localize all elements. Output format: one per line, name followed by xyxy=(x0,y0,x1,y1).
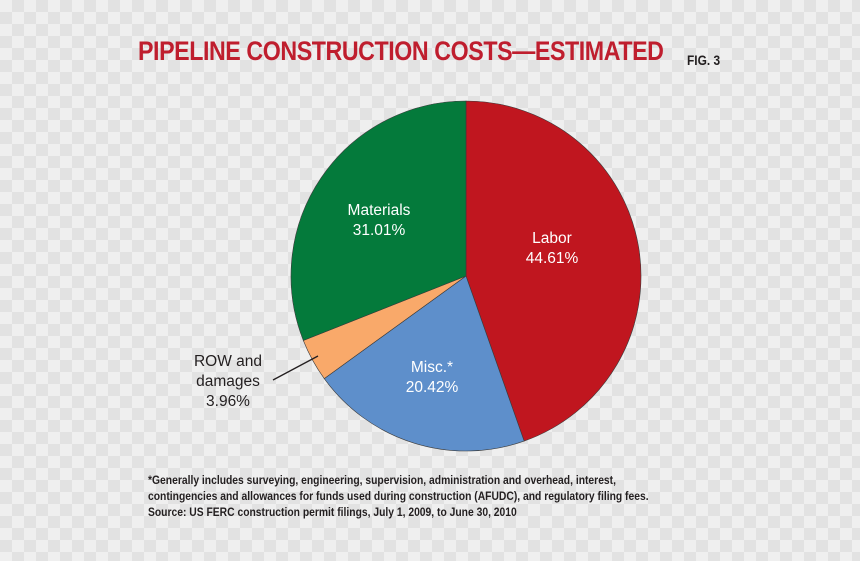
slice-label-misc: Misc.* xyxy=(411,359,453,376)
slice-label-materials: Materials xyxy=(348,202,411,219)
slice-label-row-and-damages: damages xyxy=(196,373,260,390)
slice-label-labor: Labor xyxy=(532,230,572,247)
leader-line-row-and-damages xyxy=(272,355,319,381)
slice-value-misc: 20.42% xyxy=(406,379,459,396)
chart-title: PIPELINE CONSTRUCTION COSTS—ESTIMATED xyxy=(138,36,664,66)
source-line: Source: US FERC construction permit fili… xyxy=(148,505,517,519)
footnote-line-2: contingencies and allowances for funds u… xyxy=(148,489,649,503)
pie-slice-labor xyxy=(465,100,642,442)
slice-value-labor: 44.61% xyxy=(526,250,579,267)
figure-label: FIG. 3 xyxy=(687,52,721,68)
footnote-line-1: *Generally includes surveying, engineeri… xyxy=(148,473,616,487)
pie-slice-materials xyxy=(290,100,467,341)
pie-slice-misc xyxy=(323,275,525,452)
slice-value-row-and-damages: 3.96% xyxy=(206,393,250,410)
slice-label-row-and-damages: ROW and xyxy=(194,353,262,370)
slice-value-materials: 31.01% xyxy=(353,222,406,239)
footnote-block: *Generally includes surveying, engineeri… xyxy=(148,472,649,520)
